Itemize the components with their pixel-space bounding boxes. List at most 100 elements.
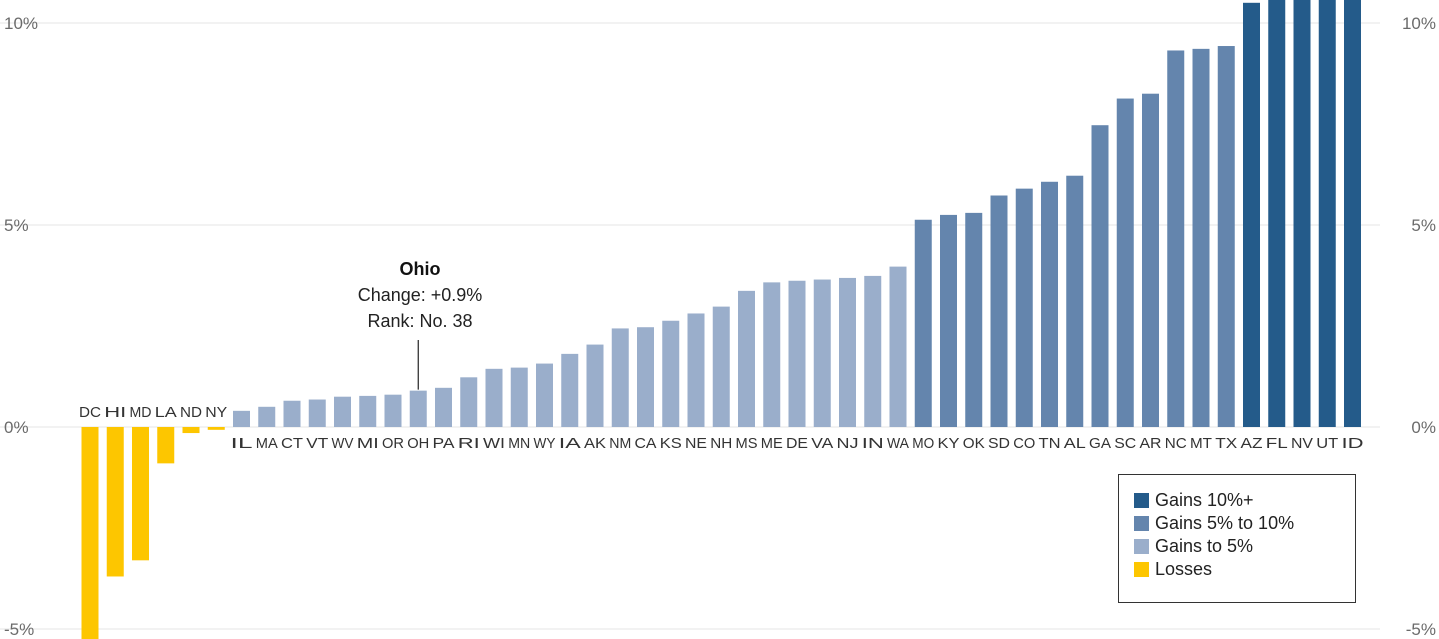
legend-label: Gains 5% to 10% xyxy=(1155,513,1295,533)
bar-wy xyxy=(536,363,553,427)
bar-tn xyxy=(1041,181,1058,427)
category-label-oh: OH xyxy=(407,435,429,452)
bar-vt xyxy=(308,399,326,427)
bar-ct xyxy=(283,400,301,427)
category-label-ia: IA xyxy=(559,435,581,452)
bar-dc xyxy=(81,427,99,639)
category-label-ms: MS xyxy=(736,435,758,452)
legend: Gains 10%+ Gains 5% to 10% Gains to 5% L… xyxy=(1118,474,1356,603)
annotation-line-rank: Rank: No. 38 xyxy=(367,311,472,331)
category-label-ks: KS xyxy=(660,435,682,452)
category-label-mi: MI xyxy=(357,435,379,452)
category-label-vt: VT xyxy=(306,435,328,452)
category-label-id: ID xyxy=(1342,435,1364,452)
category-label-de: DE xyxy=(786,435,808,452)
legend-item-gains-5-to-10: Gains 5% to 10% xyxy=(1134,512,1355,535)
category-label-la: LA xyxy=(155,404,177,421)
annotation: Ohio Change: +0.9% Rank: No. 38 xyxy=(358,259,483,390)
category-label-ga: GA xyxy=(1089,435,1111,452)
category-label-va: VA xyxy=(811,435,833,452)
bar-ak xyxy=(586,344,604,427)
bar-pa xyxy=(435,387,452,427)
bar-nj xyxy=(839,277,856,427)
y-axis-left: -5% 0% 5% 10% xyxy=(4,14,38,639)
y-tick-label: 0% xyxy=(4,418,29,437)
category-label-al: AL xyxy=(1064,435,1086,452)
category-label-or: OR xyxy=(382,435,404,452)
bar-il xyxy=(233,410,250,427)
bar-mi xyxy=(359,395,377,427)
bar-nc xyxy=(1167,50,1185,428)
category-label-ak: AK xyxy=(584,435,606,452)
bar-mt xyxy=(1192,48,1210,428)
y-axis-right: -5% 0% 5% 10% xyxy=(1402,14,1436,639)
category-label-ct: CT xyxy=(281,435,303,452)
legend-swatch xyxy=(1134,493,1149,508)
bar-ne xyxy=(687,313,705,427)
category-label-md: MD xyxy=(130,404,152,421)
category-label-ri: RI xyxy=(458,435,480,452)
category-label-nm: NM xyxy=(609,435,631,452)
category-label-wi: WI xyxy=(483,435,505,452)
bar-ny xyxy=(207,427,225,430)
category-label-ky: KY xyxy=(938,435,960,452)
category-label-ne: NE xyxy=(685,435,707,452)
category-label-in: IN xyxy=(862,435,884,452)
legend-label: Losses xyxy=(1155,559,1213,579)
category-label-ma: MA xyxy=(256,435,278,452)
bar-mn xyxy=(510,367,528,427)
category-label-nh: NH xyxy=(710,435,732,452)
bar-hi xyxy=(106,427,124,577)
y-tick-label: 10% xyxy=(4,14,38,33)
legend-label: Gains to 5% xyxy=(1155,536,1254,556)
category-label-fl: FL xyxy=(1266,435,1288,452)
category-label-nv: NV xyxy=(1291,435,1313,452)
bar-me xyxy=(763,282,781,427)
bar-fl xyxy=(1268,0,1286,427)
bar-de xyxy=(788,280,806,427)
category-label-nc: NC xyxy=(1165,435,1187,452)
bar-ga xyxy=(1091,125,1109,427)
bar-la xyxy=(157,427,175,464)
category-label-wy: WY xyxy=(534,435,556,452)
category-label-ar: AR xyxy=(1140,435,1162,452)
y-tick-label-right: 10% xyxy=(1402,14,1436,33)
bar-sc xyxy=(1116,98,1134,427)
category-label-dc: DC xyxy=(79,404,101,421)
category-label-me: ME xyxy=(761,435,783,452)
bar-ar xyxy=(1142,93,1159,427)
bar-ky xyxy=(940,214,957,427)
bar-md xyxy=(132,427,149,561)
legend-item-gains-10-plus: Gains 10%+ xyxy=(1134,489,1355,512)
category-label-wa: WA xyxy=(887,435,909,452)
legend-item-losses: Losses xyxy=(1134,558,1355,581)
bar-az xyxy=(1243,2,1260,428)
annotation-title: Ohio xyxy=(400,259,441,279)
bar-va xyxy=(813,279,831,427)
category-label-sd: SD xyxy=(988,435,1010,452)
bars xyxy=(81,0,1361,639)
y-tick-label: 5% xyxy=(4,216,29,235)
bar-wv xyxy=(334,396,351,427)
bar-wa xyxy=(889,266,907,427)
category-label-wv: WV xyxy=(332,435,354,452)
category-label-tx: TX xyxy=(1215,435,1237,452)
annotation-line-change: Change: +0.9% xyxy=(358,285,483,305)
legend-swatch xyxy=(1134,562,1149,577)
y-tick-label-right: 0% xyxy=(1411,418,1436,437)
category-label-nj: NJ xyxy=(837,435,859,452)
bar-oh xyxy=(409,390,427,427)
bar-nv xyxy=(1293,0,1311,427)
bar-sd xyxy=(990,195,1008,427)
bar-nm xyxy=(611,328,629,427)
bar-ia xyxy=(561,353,579,427)
y-tick-label: -5% xyxy=(4,620,34,639)
category-label-ny: NY xyxy=(205,404,227,421)
category-label-tn: TN xyxy=(1039,435,1061,452)
bar-ms xyxy=(738,290,755,427)
bar-mo xyxy=(914,219,932,427)
category-label-ca: CA xyxy=(635,435,657,452)
bar-wi xyxy=(485,368,503,427)
category-label-ok: OK xyxy=(963,435,985,452)
bar-in xyxy=(864,275,882,427)
